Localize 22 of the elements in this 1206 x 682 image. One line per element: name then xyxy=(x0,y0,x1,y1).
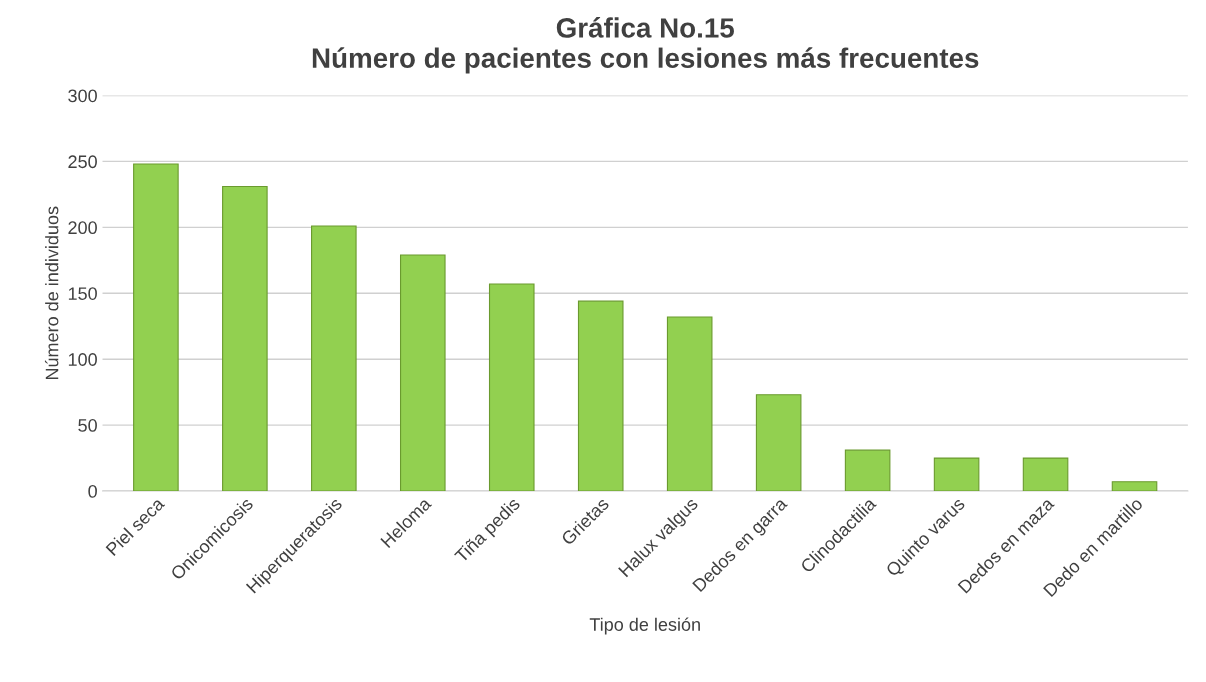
y-tick-label: 50 xyxy=(78,419,97,432)
bar xyxy=(222,185,268,492)
bar xyxy=(577,300,624,492)
y-tick-label: 150 xyxy=(68,287,97,300)
y-tick-label: 0 xyxy=(88,484,97,498)
bar xyxy=(1022,457,1069,492)
bar xyxy=(666,316,713,492)
chart-title: Gráfica No.15 Número de pacientes con lesiones más frecuentes xyxy=(312,17,979,74)
bar xyxy=(399,254,446,492)
y-tick-label: 300 xyxy=(68,89,97,103)
y-tick-label: 100 xyxy=(68,353,97,366)
bar xyxy=(1111,481,1158,492)
y-tick-label: 250 xyxy=(68,155,97,169)
bar xyxy=(844,449,891,492)
bar xyxy=(133,163,179,492)
bar xyxy=(933,457,980,492)
bar xyxy=(311,225,357,492)
y-tick-label: 200 xyxy=(68,221,97,235)
y-axis-title: Número de individuos xyxy=(44,206,59,380)
x-axis-title: Tipo de lesión xyxy=(589,617,700,635)
bar xyxy=(488,283,535,492)
bar xyxy=(755,394,802,492)
